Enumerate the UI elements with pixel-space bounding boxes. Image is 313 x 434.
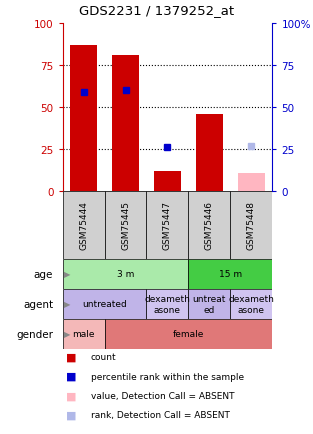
Text: GSM75444: GSM75444	[79, 201, 88, 250]
Bar	[230, 191, 272, 260]
Text: ▶: ▶	[64, 270, 71, 279]
Text: ▶: ▶	[64, 330, 71, 339]
Text: dexameth
asone: dexameth asone	[145, 295, 190, 314]
Text: GSM75447: GSM75447	[163, 201, 172, 250]
Bar	[196, 115, 223, 191]
Bar	[188, 289, 230, 319]
Text: ■: ■	[66, 391, 76, 401]
Text: female: female	[173, 330, 204, 339]
Bar	[238, 173, 265, 191]
Text: GDS2231 / 1379252_at: GDS2231 / 1379252_at	[79, 4, 234, 17]
Text: ▶: ▶	[64, 300, 71, 309]
Bar	[146, 191, 188, 260]
Bar	[63, 319, 105, 349]
Bar	[70, 46, 97, 191]
Bar	[63, 191, 105, 260]
Text: percentile rank within the sample: percentile rank within the sample	[91, 372, 244, 381]
Text: untreat
ed: untreat ed	[193, 295, 226, 314]
Text: gender: gender	[16, 329, 53, 339]
Text: GSM75448: GSM75448	[247, 201, 256, 250]
Text: rank, Detection Call = ABSENT: rank, Detection Call = ABSENT	[91, 410, 230, 419]
Text: ■: ■	[66, 371, 76, 381]
Text: untreated: untreated	[82, 300, 127, 309]
Text: ■: ■	[66, 352, 76, 362]
Text: GSM75446: GSM75446	[205, 201, 214, 250]
Bar	[105, 191, 146, 260]
Text: 15 m: 15 m	[219, 270, 242, 279]
Text: 3 m: 3 m	[117, 270, 134, 279]
Text: count: count	[91, 352, 116, 362]
Text: value, Detection Call = ABSENT: value, Detection Call = ABSENT	[91, 391, 234, 400]
Bar	[230, 289, 272, 319]
Text: agent: agent	[23, 299, 53, 309]
Bar	[146, 289, 188, 319]
Bar	[63, 289, 146, 319]
Text: age: age	[34, 270, 53, 279]
Bar	[188, 191, 230, 260]
Bar	[112, 56, 139, 191]
Bar	[154, 171, 181, 191]
Text: GSM75445: GSM75445	[121, 201, 130, 250]
Bar	[188, 260, 272, 289]
Text: male: male	[72, 330, 95, 339]
Bar	[63, 260, 188, 289]
Text: dexameth
asone: dexameth asone	[228, 295, 274, 314]
Text: ■: ■	[66, 410, 76, 420]
Bar	[105, 319, 272, 349]
